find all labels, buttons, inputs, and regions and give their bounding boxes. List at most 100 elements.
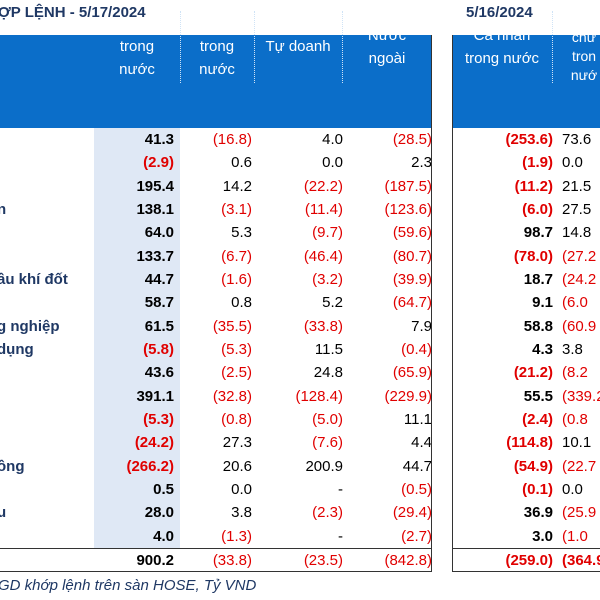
value-institution: (1.6) (221, 270, 252, 288)
total-top-border (0, 548, 432, 549)
value-right-individual: (6.0) (522, 200, 553, 218)
value-foreign: (229.9) (384, 387, 432, 405)
value-foreign: (64.7) (392, 294, 432, 312)
table-row: ông (266.2) 20.6 200.9 44.7 (54.9) (22.7 (0, 455, 600, 478)
table-row: 58.7 0.8 5.2 (64.7) 9.1 (6.0 (0, 291, 600, 314)
header-divider (254, 11, 255, 83)
value-foreign: (187.5) (384, 177, 432, 195)
value-foreign: (123.6) (384, 200, 432, 218)
header-divider (180, 11, 181, 83)
total-proprietary-value: (23.5) (303, 552, 343, 569)
value-foreign: (28.5) (392, 131, 432, 148)
value-institution: 20.6 (222, 457, 252, 475)
value-right-individual: 9.1 (532, 294, 553, 312)
table-row: g nghiệp 61.5 (35.5) (33.8) 7.9 58.8 (60.9 (0, 315, 600, 338)
value-individual: (266.2) (126, 457, 174, 475)
value-right-individual: (78.0) (513, 247, 553, 265)
table-bottom-border (0, 571, 432, 572)
value-proprietary: - (338, 527, 343, 545)
value-proprietary: (5.0) (312, 410, 343, 428)
table-row: 4.0 (1.3) - (2.7) 3.0 (1.0 (0, 525, 600, 548)
table-row: dụng (5.8) (5.3) 11.5 (0.4) 4.3 3.8 (0, 338, 600, 361)
right-header-band (452, 35, 600, 128)
value-foreign: 2.3 (411, 154, 432, 172)
value-institution: (16.8) (212, 131, 252, 148)
value-right-institution: 27.5 (562, 200, 592, 218)
value-individual: 44.7 (144, 270, 174, 288)
value-proprietary: (3.2) (312, 270, 343, 288)
value-right-institution: 10.1 (562, 434, 592, 452)
value-institution: (6.7) (221, 247, 252, 265)
value-proprietary: 0.0 (322, 154, 343, 172)
value-right-institution: (27.2 (562, 247, 597, 265)
value-foreign: 11.1 (403, 410, 432, 428)
value-individual: (2.9) (143, 154, 174, 172)
value-institution: (3.1) (221, 200, 252, 218)
value-right-institution: 0.0 (562, 154, 583, 172)
value-foreign: (29.4) (392, 504, 432, 522)
total-individual-value: 900.2 (136, 552, 174, 569)
value-right-individual: (1.9) (522, 154, 553, 172)
value-proprietary: (128.4) (295, 387, 343, 405)
value-right-institution: (24.2 (562, 270, 597, 288)
total-foreign-value: (842.8) (384, 552, 432, 569)
value-right-institution: (6.0 (562, 294, 588, 312)
value-right-individual: 18.7 (523, 270, 553, 288)
value-right-individual: (2.4) (522, 410, 553, 428)
value-foreign: 4.4 (411, 434, 432, 452)
value-right-individual: (0.1) (522, 480, 553, 498)
value-proprietary: (22.2) (303, 177, 343, 195)
sector-label: ầu khí đốt (0, 270, 68, 288)
value-right-institution: 73.6 (562, 131, 592, 148)
value-right-institution: (0.8 (562, 410, 588, 428)
value-proprietary: (33.8) (303, 317, 343, 335)
value-individual: 133.7 (136, 247, 174, 265)
value-right-individual: (114.8) (506, 434, 553, 452)
sector-label: dụng (0, 340, 34, 358)
total-top-border-right (452, 548, 600, 549)
value-institution: (35.5) (212, 317, 252, 335)
value-institution: (5.3) (221, 340, 252, 358)
value-foreign: (2.7) (401, 527, 432, 545)
value-institution: 3.8 (231, 504, 252, 522)
value-foreign: (0.4) (401, 340, 432, 358)
individual-column-highlight (94, 128, 180, 548)
value-proprietary: (2.3) (312, 504, 343, 522)
header-right-institution-domestic: T chứ tron nướ (570, 9, 598, 83)
value-institution: (2.5) (221, 364, 252, 382)
table-row: u 28.0 3.8 (2.3) (29.4) 36.9 (25.9 (0, 501, 600, 524)
value-right-individual: 4.3 (532, 340, 553, 358)
value-individual: 61.5 (144, 317, 174, 335)
header-foreign: Nước ngoài (367, 26, 407, 67)
value-foreign: (39.9) (392, 270, 432, 288)
value-institution: 0.0 (231, 480, 252, 498)
table-row: 195.4 14.2 (22.2) (187.5) (11.2) 21.5 (0, 175, 600, 198)
table-row: 0.5 0.0 - (0.5) (0.1) 0.0 (0, 478, 600, 501)
value-foreign: (80.7) (392, 247, 432, 265)
value-right-institution: 3.8 (562, 340, 583, 358)
value-proprietary: - (338, 480, 343, 498)
value-proprietary: 24.8 (313, 364, 343, 382)
value-proprietary: 11.5 (314, 340, 343, 358)
value-institution: 14.2 (222, 177, 252, 195)
table-row: ầu khí đốt 44.7 (1.6) (3.2) (39.9) 18.7 (24.2 (0, 268, 600, 291)
value-right-individual: 58.8 (523, 317, 553, 335)
header-right-individual-domestic: Cá nhân trong nước (464, 26, 540, 67)
value-individual: (5.3) (143, 410, 174, 428)
value-individual: 58.7 (144, 294, 174, 312)
value-proprietary: (11.4) (304, 200, 343, 218)
value-right-individual: 55.5 (523, 387, 553, 405)
value-individual: 4.0 (153, 527, 174, 545)
value-right-institution: (1.0 (562, 527, 588, 545)
right-table-title: 5/16/2024 (466, 4, 533, 21)
header-divider (552, 11, 553, 83)
left-table-right-border (431, 35, 432, 572)
value-right-individual: 98.7 (523, 224, 553, 242)
value-individual: 391.1 (136, 387, 174, 405)
table-row: n 138.1 (3.1) (11.4) (123.6) (6.0) 27.5 (0, 198, 600, 221)
value-right-institution: (60.9 (562, 317, 597, 335)
sector-label: g nghiệp (0, 317, 60, 335)
value-right-individual: (54.9) (513, 457, 553, 475)
value-right-institution: 0.0 (562, 480, 583, 498)
header-divider (342, 11, 343, 83)
